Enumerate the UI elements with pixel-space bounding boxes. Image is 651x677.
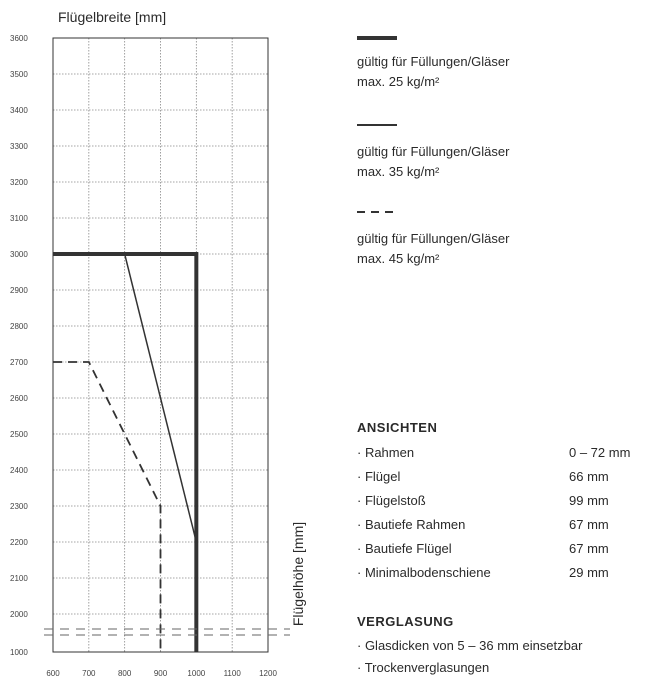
legend-text-line2: max. 25 kg/m² (357, 74, 440, 89)
ansichten-title: ANSICHTEN (357, 420, 438, 435)
x-tick-label: 1100 (224, 669, 242, 677)
spec-row: · Flügelstoß 99 mm (357, 493, 649, 511)
y-tick-label: 2800 (10, 322, 28, 331)
legend-swatch-thin (357, 124, 397, 126)
y-tick-label: 1000 (10, 648, 28, 657)
y-tick-label: 2500 (10, 430, 28, 439)
spec-label: · Flügel (357, 469, 401, 484)
y-axis-title-side: Flügelhöhe [mm] (290, 522, 306, 626)
spec-row: · Bautiefe Flügel 67 mm (357, 541, 649, 559)
y-tick-label: 2900 (10, 286, 28, 295)
y-tick-label: 2600 (10, 394, 28, 403)
legend-swatch-dashed (357, 211, 397, 213)
chart: 1000 2000 2100 2200 2300 2400 2500 2600 2700 2800… (10, 9, 306, 677)
spec-value: 67 mm (569, 541, 609, 556)
x-tick-label: 900 (154, 669, 168, 677)
spec-label: · Bautiefe Rahmen (357, 517, 466, 532)
y-tick-label: 2400 (10, 466, 28, 475)
verglasung-item: · Glasdicken von 5 – 36 mm einsetzbar (357, 638, 583, 653)
y-tick-label: 3300 (10, 142, 28, 151)
y-tick-label: 2200 (10, 538, 28, 547)
x-tick-label: 1000 (187, 669, 205, 677)
x-tick-label: 600 (46, 669, 60, 677)
spec-row: · Rahmen 0 – 72 mm (357, 445, 649, 463)
spec-value: 99 mm (569, 493, 609, 508)
y-tick-label: 3100 (10, 214, 28, 223)
x-tick-label: 800 (118, 669, 132, 677)
series-line-dashed (53, 361, 162, 652)
plot-frame (52, 37, 269, 653)
y-tick-label: 3200 (10, 178, 28, 187)
spec-row: · Flügel 66 mm (357, 469, 649, 487)
verglasung-item: · Trockenverglasungen (357, 660, 490, 675)
spec-label: · Rahmen (357, 445, 415, 460)
legend-text-line1: gültig für Füllungen/Gläser (357, 231, 510, 246)
y-tick-label: 3400 (10, 106, 28, 115)
y-tick-label: 2700 (10, 358, 28, 367)
legend-item-35: gültig für Füllungen/Gläser max. 35 kg/m… (357, 124, 617, 182)
legend-text-line1: gültig für Füllungen/Gläser (357, 144, 510, 159)
spec-label: · Minimalbodenschiene (357, 565, 491, 580)
spec-row: · Minimalbodenschiene 29 mm (357, 565, 649, 583)
series-line-thick (53, 252, 199, 652)
legend-text-line2: max. 35 kg/m² (357, 164, 440, 179)
legend-item-25: gültig für Füllungen/Gläser max. 25 kg/m… (357, 36, 617, 92)
spec-label: · Bautiefe Flügel (357, 541, 452, 556)
spec-value: 29 mm (569, 565, 609, 580)
y-tick-label: 3600 (10, 34, 28, 43)
series-line-thin (123, 253, 198, 543)
legend-swatch-thick (357, 36, 397, 40)
legend-text-line1: gültig für Füllungen/Gläser (357, 54, 510, 69)
spec-value: 0 – 72 mm (569, 445, 631, 460)
spec-value: 67 mm (569, 517, 609, 532)
legend-item-45: gültig für Füllungen/Gläser max. 45 kg/m… (357, 211, 617, 269)
y-tick-label: 3500 (10, 70, 28, 79)
y-tick-label: 2100 (10, 574, 28, 583)
y-tick-label: 3000 (10, 250, 28, 259)
spec-row: · Bautiefe Rahmen 67 mm (357, 517, 649, 535)
x-tick-label: 700 (82, 669, 96, 677)
verglasung-title: VERGLASUNG (357, 614, 454, 629)
y-tick-label: 2300 (10, 502, 28, 511)
spec-value: 66 mm (569, 469, 609, 484)
y-axis-title-top: Flügelbreite [mm] (58, 9, 166, 25)
x-tick-label: 1200 (259, 669, 277, 677)
spec-label: · Flügelstoß (357, 493, 426, 508)
y-tick-label: 2000 (10, 610, 28, 619)
legend-text-line2: max. 45 kg/m² (357, 251, 440, 266)
